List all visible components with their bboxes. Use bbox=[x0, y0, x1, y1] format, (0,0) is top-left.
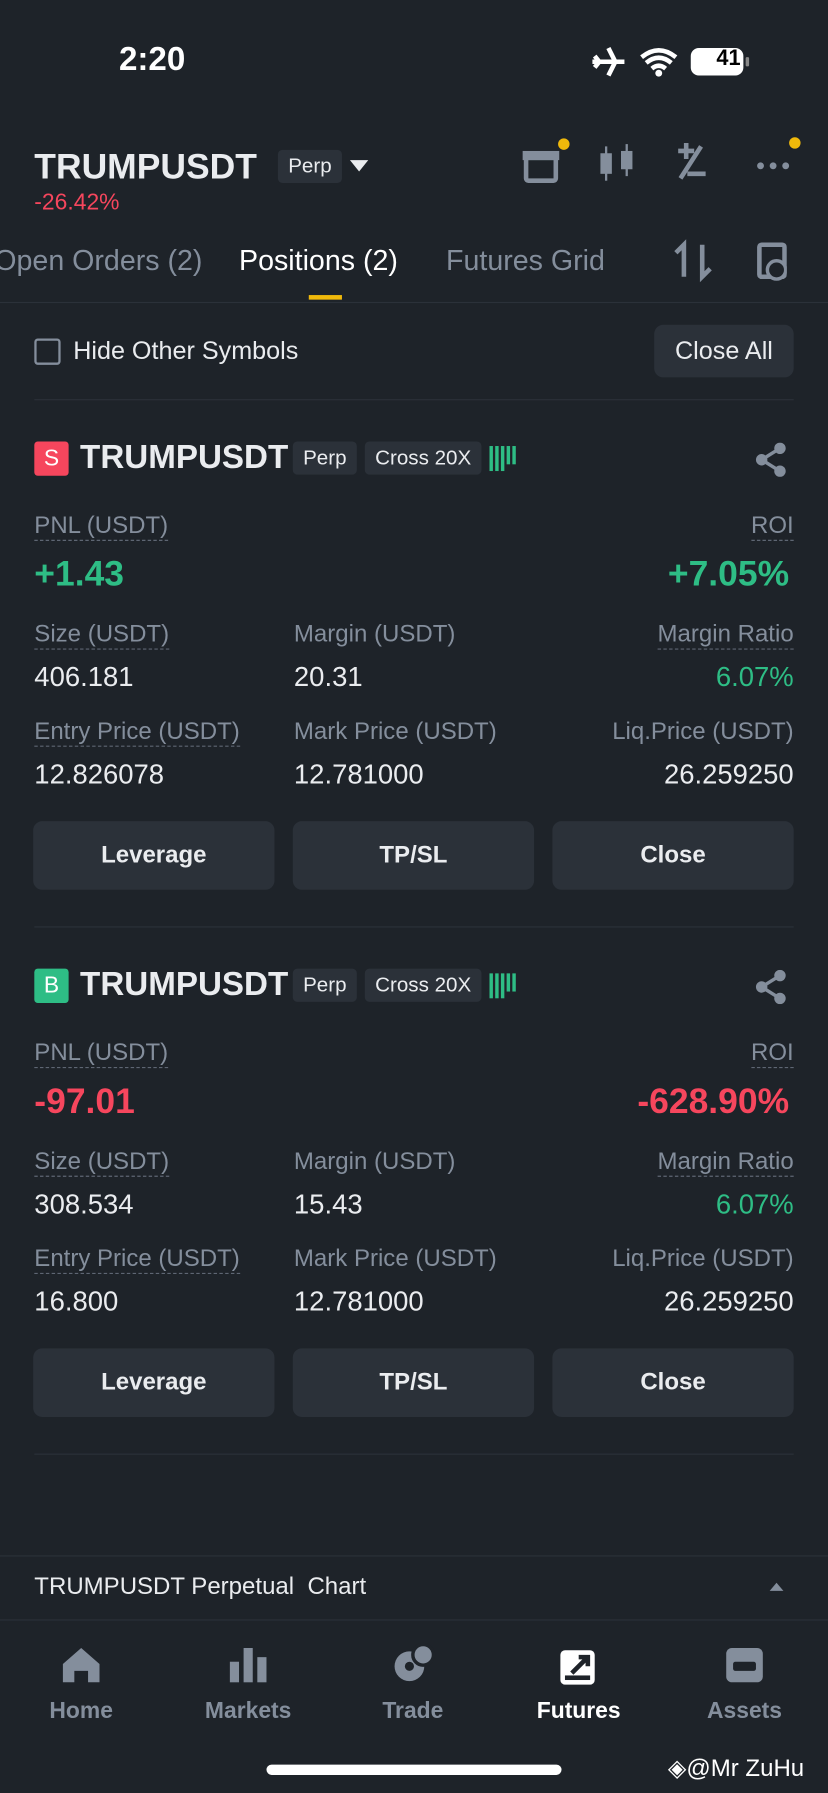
pnl-label: PNL (USDT) bbox=[34, 1040, 169, 1069]
field-label: Mark Price (USDT) bbox=[293, 1245, 497, 1272]
action-button[interactable]: Close bbox=[552, 821, 794, 890]
field-label: Margin (USDT) bbox=[293, 621, 456, 648]
field-label: Margin (USDT) bbox=[293, 1148, 456, 1175]
nav-icon[interactable] bbox=[722, 1641, 768, 1692]
nav-icon-svg[interactable] bbox=[556, 1641, 602, 1687]
divider bbox=[34, 399, 794, 401]
header-icons[interactable] bbox=[520, 133, 806, 190]
status-time: 2:20 bbox=[118, 41, 186, 78]
field-label: Size (USDT) bbox=[34, 1148, 170, 1177]
close-all-button[interactable]: Close All bbox=[654, 324, 794, 378]
field-value: 16.800 bbox=[34, 1286, 119, 1318]
field-label: Mark Price (USDT) bbox=[293, 718, 497, 745]
roi-value: +7.05% bbox=[667, 553, 790, 594]
perp-badge: Perp bbox=[277, 149, 342, 183]
field-label: Entry Price (USDT) bbox=[34, 718, 240, 747]
field-label: Margin Ratio bbox=[657, 1148, 794, 1177]
action-button[interactable]: TP/SL bbox=[292, 821, 535, 890]
symbol-title[interactable]: TRUMPUSDT bbox=[34, 146, 257, 187]
field-value: 26.259250 bbox=[663, 1286, 794, 1318]
field-value: 12.826078 bbox=[34, 759, 165, 791]
battery-level: 41 bbox=[716, 46, 741, 71]
field-value: 12.781000 bbox=[293, 1286, 424, 1318]
expand-icon[interactable] bbox=[769, 1581, 785, 1592]
nav-label[interactable]: Assets bbox=[706, 1698, 783, 1724]
nav-icon-svg[interactable] bbox=[390, 1641, 436, 1687]
divider bbox=[34, 926, 794, 928]
action-button[interactable]: TP/SL bbox=[292, 1348, 535, 1417]
field-value: 6.07% bbox=[715, 662, 794, 694]
nav-icon-svg[interactable] bbox=[225, 1641, 271, 1687]
divider bbox=[0, 1555, 828, 1557]
action-button[interactable]: Leverage bbox=[33, 821, 275, 890]
leverage-bars bbox=[489, 446, 516, 477]
tab[interactable]: Open Orders (2) bbox=[0, 244, 203, 277]
perp-badge: Perp bbox=[292, 968, 357, 1002]
divider bbox=[34, 1453, 794, 1455]
nav-label[interactable]: Trade bbox=[382, 1698, 444, 1724]
roi-label: ROI bbox=[750, 1040, 794, 1069]
action-button[interactable]: Close bbox=[552, 1348, 794, 1417]
divider bbox=[0, 1619, 828, 1621]
roi-label: ROI bbox=[750, 512, 794, 541]
side-badge: S bbox=[34, 441, 69, 476]
field-value: 406.181 bbox=[34, 662, 134, 694]
field-label: Margin Ratio bbox=[657, 621, 794, 650]
perp-badge: Perp bbox=[292, 441, 357, 475]
nav-label[interactable]: Futures bbox=[536, 1698, 621, 1724]
price-change: -26.42% bbox=[34, 189, 120, 216]
field-value: 20.31 bbox=[293, 662, 363, 694]
roi-value: -628.90% bbox=[637, 1080, 790, 1121]
nav-icon-svg[interactable] bbox=[722, 1641, 768, 1687]
tab-indicator bbox=[308, 295, 342, 300]
bars-icon bbox=[489, 973, 516, 999]
field-value: 26.259250 bbox=[663, 759, 794, 791]
nav-icon[interactable] bbox=[556, 1641, 602, 1692]
field-value: 15.43 bbox=[293, 1189, 363, 1221]
nav-icon[interactable] bbox=[58, 1641, 104, 1692]
nav-icon[interactable] bbox=[225, 1641, 271, 1692]
divider bbox=[0, 301, 828, 304]
field-value: 12.781000 bbox=[293, 759, 424, 791]
tab[interactable]: Futures Grid bbox=[446, 244, 605, 277]
bars-icon bbox=[489, 446, 516, 472]
watermark: ◈@Mr ZuHu bbox=[667, 1755, 805, 1782]
tab-active[interactable]: Positions (2) bbox=[239, 244, 398, 277]
share-icon[interactable] bbox=[755, 442, 789, 483]
position-symbol[interactable]: TRUMPUSDT bbox=[80, 439, 289, 476]
field-label: Liq.Price (USDT) bbox=[612, 718, 794, 745]
nav-icon[interactable] bbox=[390, 1641, 436, 1692]
nav-label[interactable]: Home bbox=[49, 1698, 113, 1724]
home-indicator bbox=[266, 1764, 562, 1775]
field-value: 308.534 bbox=[34, 1189, 134, 1221]
status-icons bbox=[592, 47, 750, 77]
chart-bar-title[interactable]: TRUMPUSDT Perpetual Chart bbox=[34, 1573, 367, 1600]
share-icon[interactable] bbox=[755, 969, 789, 1010]
tab-tools[interactable] bbox=[672, 238, 787, 284]
field-value: 6.07% bbox=[715, 1189, 794, 1221]
action-button[interactable]: Leverage bbox=[33, 1348, 275, 1417]
filter-label[interactable]: Hide Other Symbols bbox=[73, 336, 299, 365]
field-label: Size (USDT) bbox=[34, 621, 170, 650]
dropdown-icon[interactable] bbox=[349, 158, 370, 174]
checkbox[interactable] bbox=[34, 338, 61, 365]
position-symbol[interactable]: TRUMPUSDT bbox=[80, 966, 289, 1003]
nav-icon-svg[interactable] bbox=[58, 1641, 104, 1687]
field-label: Liq.Price (USDT) bbox=[612, 1245, 794, 1272]
mode-badge: Cross 20X bbox=[364, 441, 482, 475]
share[interactable] bbox=[755, 442, 789, 477]
side-badge: B bbox=[34, 968, 69, 1003]
mode-badge: Cross 20X bbox=[364, 968, 482, 1002]
pnl-value: -97.01 bbox=[34, 1080, 135, 1121]
share[interactable] bbox=[755, 969, 789, 1005]
field-label: Entry Price (USDT) bbox=[34, 1245, 240, 1275]
pnl-value: +1.43 bbox=[34, 553, 125, 594]
leverage-bars bbox=[489, 973, 516, 1004]
watermark-text: @Mr ZuHu bbox=[686, 1755, 805, 1782]
pnl-label: PNL (USDT) bbox=[34, 512, 169, 541]
nav-label[interactable]: Markets bbox=[204, 1698, 292, 1724]
